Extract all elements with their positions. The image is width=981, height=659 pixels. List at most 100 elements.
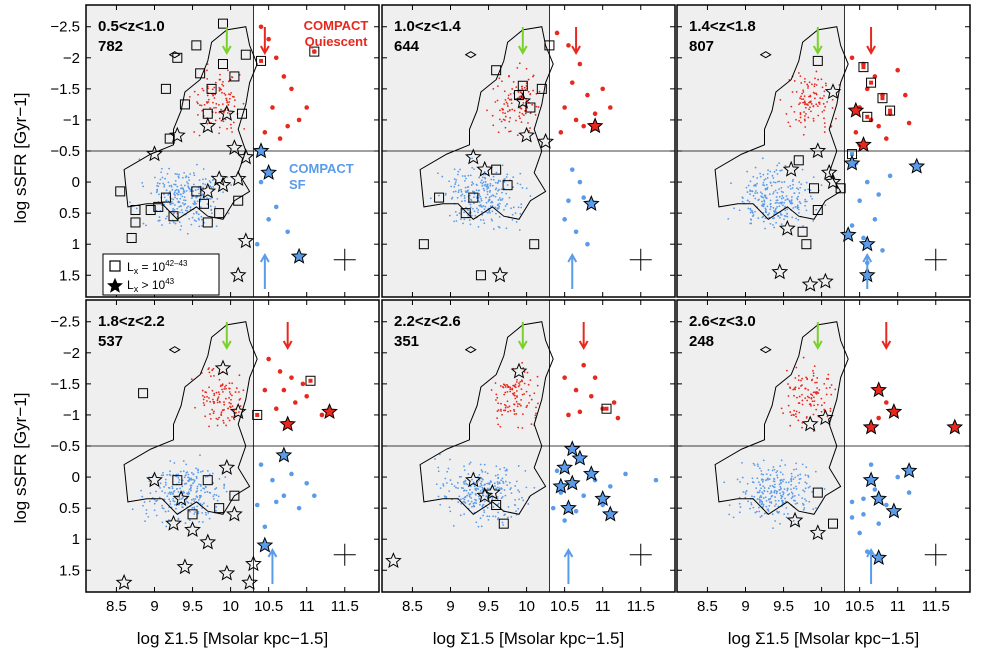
xray-star-marker <box>275 446 293 463</box>
green-arrow-head <box>517 340 528 351</box>
sf-small-dot <box>173 212 175 215</box>
quiescent-small-dot <box>521 393 524 396</box>
sf-small-dot <box>525 187 528 190</box>
quiescent-small-dot <box>203 404 206 407</box>
sf-small-dot <box>776 201 778 204</box>
sf-small-dot <box>786 215 789 218</box>
quiescent-point <box>266 356 271 362</box>
xray-square-marker <box>115 186 126 197</box>
quiescent-small-dot <box>809 106 811 109</box>
sf-small-dot <box>161 507 164 509</box>
sf-small-dot <box>135 207 138 210</box>
sf-small-dot <box>807 476 810 478</box>
sf-small-dot <box>214 206 217 208</box>
sf-small-dot <box>158 496 161 499</box>
sf-small-dot <box>781 181 783 184</box>
sf-small-dot <box>174 222 177 225</box>
sf-small-dot <box>168 487 171 489</box>
sf-small-dot <box>195 495 198 498</box>
sf-point <box>864 179 870 185</box>
sf-point <box>558 490 564 495</box>
quiescent-small-dot <box>230 398 232 401</box>
sf-small-dot <box>162 474 165 477</box>
quiescent-point <box>615 415 621 421</box>
sf-small-dot <box>173 462 176 464</box>
sf-small-dot <box>797 474 799 477</box>
sf-small-dot <box>213 493 216 496</box>
sf-small-dot <box>168 473 171 476</box>
sf-small-dot <box>787 494 789 496</box>
x-tick-label: 10.5 <box>845 598 874 615</box>
xray-square-marker <box>793 155 804 166</box>
sf-small-dot <box>170 491 173 494</box>
sf-small-dot <box>179 197 182 200</box>
sf-small-dot <box>760 500 762 502</box>
quiescent-small-dot <box>211 389 214 392</box>
xray-square-marker <box>233 195 244 206</box>
xray-star-marker <box>518 126 535 143</box>
quiescent-small-dot <box>803 100 806 103</box>
quiescent-small-dot <box>834 388 837 391</box>
quiescent-point <box>600 406 606 412</box>
quiescent-small-dot <box>224 397 227 400</box>
sf-small-dot <box>170 203 172 205</box>
quiescent-small-dot <box>530 423 533 426</box>
quiescent-small-dot <box>509 116 512 119</box>
quiescent-small-dot <box>525 67 528 70</box>
quiescent-small-dot <box>502 111 504 114</box>
quiescent-small-dot <box>806 399 809 402</box>
y-tick-label: −0.5 <box>50 438 80 455</box>
sf-small-dot <box>474 493 477 496</box>
sf-small-dot <box>150 192 153 195</box>
sf-small-dot <box>475 502 478 505</box>
quiescent-small-dot <box>517 402 519 405</box>
quiescent-small-dot <box>208 425 210 428</box>
quiescent-small-dot <box>238 391 240 393</box>
sf-small-dot <box>508 481 511 484</box>
sf-small-dot <box>486 515 489 518</box>
quiescent-small-dot <box>815 391 818 393</box>
quiescent-small-dot <box>530 398 533 401</box>
quiescent-point <box>304 105 310 110</box>
sf-small-dot <box>745 186 748 189</box>
quiescent-point <box>592 375 598 380</box>
sf-small-dot <box>480 469 483 472</box>
sf-small-dot <box>473 501 476 504</box>
xray-square-marker <box>160 83 171 94</box>
sf-small-dot <box>183 199 185 202</box>
sf-small-dot <box>784 497 786 500</box>
sf-small-dot <box>453 178 456 180</box>
quiescent-small-dot <box>228 396 230 399</box>
sf-small-dot <box>512 206 515 209</box>
quiescent-small-dot <box>216 399 219 402</box>
sf-small-dot <box>804 487 807 490</box>
quiescent-small-dot <box>217 391 220 394</box>
quiescent-small-dot <box>222 81 224 83</box>
sf-small-dot <box>797 494 800 496</box>
xray-square-fill <box>861 65 866 70</box>
quiescent-small-dot <box>802 98 805 101</box>
sf-small-dot <box>475 489 478 492</box>
sample-count: 351 <box>394 333 419 350</box>
xray-star-marker <box>464 471 482 488</box>
sf-small-dot <box>193 174 196 177</box>
sf-small-dot <box>494 181 497 184</box>
sf-small-dot <box>463 498 466 501</box>
sf-small-dot <box>142 222 145 225</box>
quiescent-small-dot <box>801 393 803 396</box>
quiescent-point <box>592 111 598 117</box>
sf-small-dot <box>760 478 763 481</box>
quiescent-small-dot <box>829 407 832 410</box>
quiescent-small-dot <box>243 128 246 130</box>
sf-small-dot <box>225 490 228 493</box>
sample-count: 807 <box>689 38 714 55</box>
compact-sf-label: COMPACT <box>289 161 354 176</box>
sf-small-dot <box>198 192 201 195</box>
quiescent-small-dot <box>209 375 212 378</box>
sf-small-dot <box>215 509 217 512</box>
sf-small-dot <box>738 511 741 514</box>
quiescent-small-dot <box>234 391 237 393</box>
sf-small-dot <box>190 478 193 481</box>
quiescent-point <box>258 24 264 30</box>
